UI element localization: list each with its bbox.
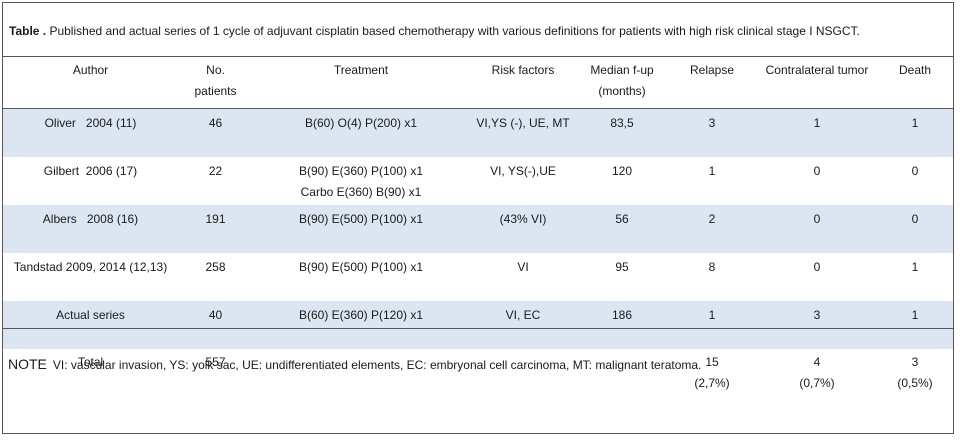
- total-relapse: 15 (2,7%): [694, 355, 730, 390]
- cell-treatment: B(60) E(360) P(120) x1: [253, 301, 469, 349]
- total-contralateral: 4 (0,7%): [799, 355, 835, 390]
- cell-treatment: B(60) O(4) P(200) x1: [253, 108, 469, 157]
- cell-contralateral: 0: [813, 260, 821, 274]
- cell-contralateral: 0: [813, 164, 821, 178]
- cell-patients: 258: [205, 260, 226, 274]
- total-label: Total: [77, 355, 104, 369]
- header-author: Author: [3, 57, 178, 109]
- table-row: Albers 2008 (16) 191 B(90) E(500) P(100)…: [3, 205, 953, 253]
- table-caption: Table . Published and actual series of 1…: [3, 3, 953, 57]
- table-row: Tandstad 2009, 2014 (12,13) 258 B(90) E(…: [3, 253, 953, 301]
- header-treatment: Treatment: [253, 57, 469, 109]
- cell-relapse: 1: [708, 164, 716, 178]
- header-patients: No. patients: [178, 57, 253, 109]
- cell-patients: 40: [178, 301, 253, 349]
- cell-patients: 46: [178, 108, 253, 157]
- cell-risk: VI, YS(-),UE: [490, 164, 556, 178]
- cell-followup: 83,5: [577, 108, 667, 157]
- cell-author: Gilbert 2006 (17): [43, 164, 138, 178]
- table-row: Actual series 40 B(60) E(360) P(120) x1 …: [3, 301, 953, 349]
- cell-death: 0: [911, 164, 919, 178]
- total-death: 3 (0,5%): [897, 355, 933, 390]
- cell-relapse: 3: [667, 108, 757, 157]
- cell-followup: 56: [577, 205, 667, 253]
- cell-patients: 191: [178, 205, 253, 253]
- cell-death: 1: [877, 108, 953, 157]
- cell-contralateral: 0: [757, 205, 877, 253]
- table-row: Gilbert 2006 (17) 22 B(90) E(360) P(100)…: [3, 157, 953, 205]
- header-relapse: Relapse: [667, 57, 757, 109]
- note-text: VI: vascular invasion, YS: yolk sac, UE:…: [52, 358, 702, 372]
- cell-author: Oliver 2004 (11): [3, 108, 178, 157]
- caption-label: Table .: [9, 24, 47, 38]
- results-table: Author No. patients Treatment Risk factor…: [3, 57, 953, 398]
- header-risk-factors: Risk factors: [469, 57, 577, 109]
- cell-author: Albers 2008 (16): [3, 205, 178, 253]
- cell-followup: 186: [577, 301, 667, 349]
- total-patients: 557: [205, 355, 226, 369]
- header-row: Author No. patients Treatment Risk factor…: [3, 57, 953, 109]
- table-frame: Table . Published and actual series of 1…: [2, 2, 954, 434]
- cell-risk: VI: [517, 260, 529, 274]
- cell-contralateral: 1: [757, 108, 877, 157]
- cell-risk: (43% VI): [469, 205, 577, 253]
- cell-patients: 22: [208, 164, 223, 178]
- cell-treatment: B(90) E(500) P(100) x1: [253, 205, 469, 253]
- cell-treatment: B(90) E(500) P(100) x1: [298, 260, 424, 274]
- table-note: NOTE VI: vascular invasion, YS: yolk sac,…: [3, 328, 953, 433]
- cell-risk: VI, EC: [469, 301, 577, 349]
- cell-death: 1: [877, 301, 953, 349]
- cell-treatment: B(90) E(360) P(100) x1 Carbo E(360) B(90)…: [298, 164, 424, 199]
- header-median-followup: Median f-up (months): [577, 57, 667, 109]
- cell-author: Actual series: [3, 301, 178, 349]
- cell-relapse: 8: [708, 260, 716, 274]
- cell-followup: 95: [615, 260, 629, 274]
- cell-death: 0: [877, 205, 953, 253]
- cell-risk: VI,YS (-), UE, MT: [469, 108, 577, 157]
- cell-contralateral: 3: [757, 301, 877, 349]
- table-row: Oliver 2004 (11) 46 B(60) O(4) P(200) x1…: [3, 108, 953, 157]
- cell-relapse: 2: [667, 205, 757, 253]
- caption-text: Published and actual series of 1 cycle o…: [46, 24, 860, 38]
- cell-followup: 120: [611, 164, 633, 178]
- header-contralateral: Contralateral tumor: [757, 57, 877, 109]
- cell-relapse: 1: [667, 301, 757, 349]
- header-death: Death: [877, 57, 953, 109]
- cell-author: Tandstad 2009, 2014 (12,13): [13, 260, 168, 274]
- note-lead: NOTE: [8, 356, 47, 372]
- cell-death: 1: [911, 260, 919, 274]
- total-row: Total 557 15 (2,7%) 4 (0,7%) 3 (0,5%): [3, 349, 953, 398]
